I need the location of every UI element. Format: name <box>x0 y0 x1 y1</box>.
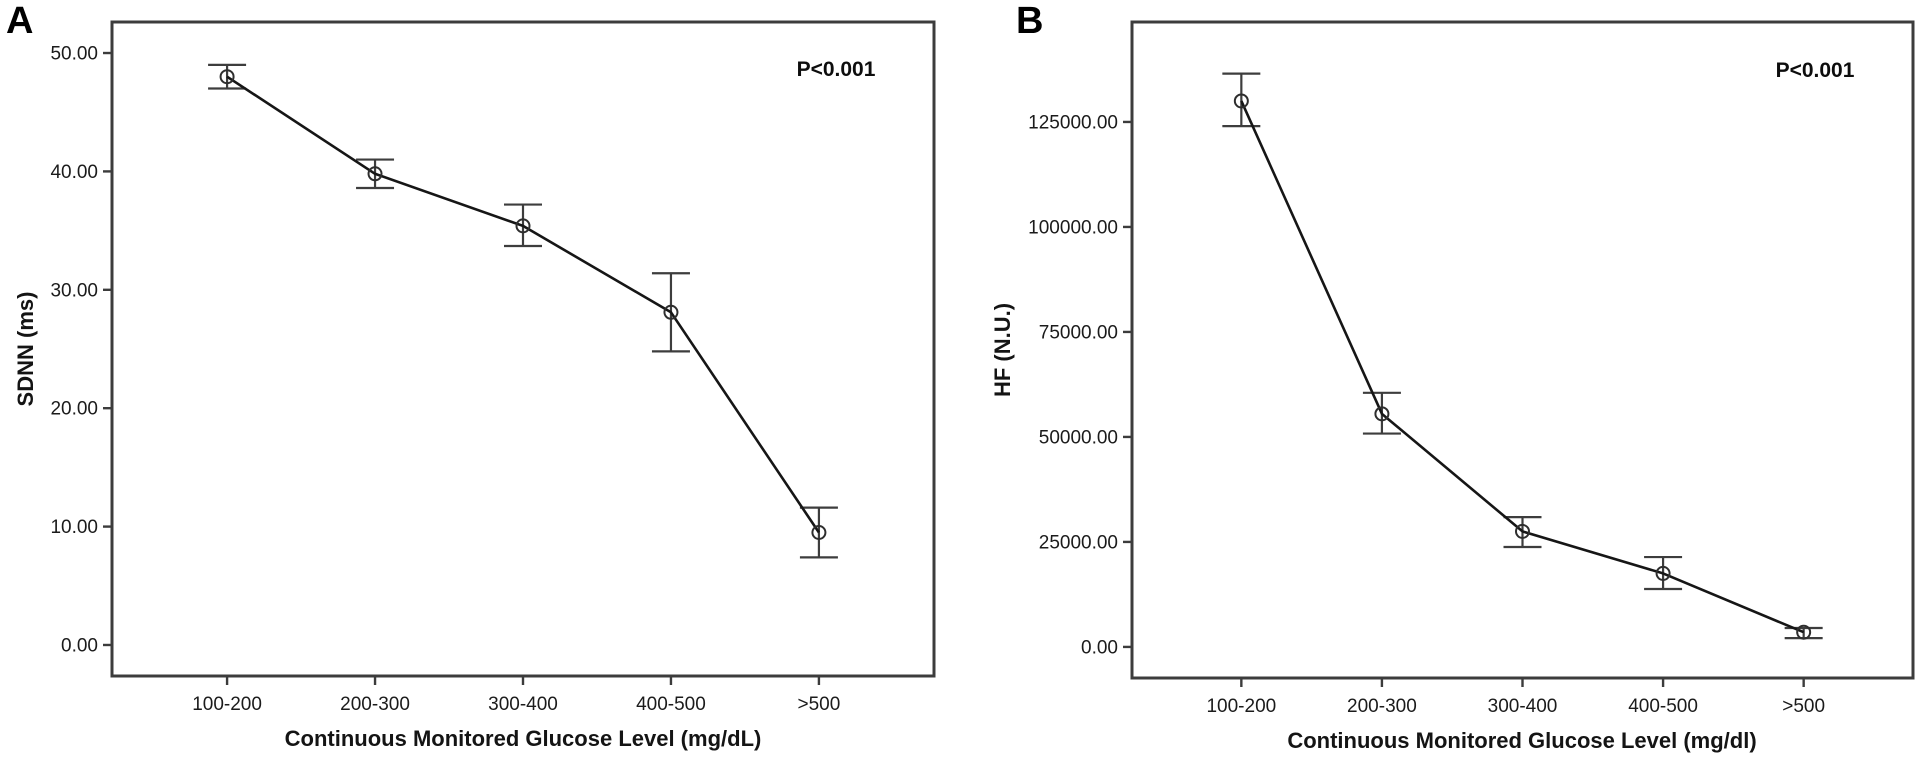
panel-a-chart: 0.00 10.00 20.00 30.00 40.00 50.00 100-200 200-… <box>50 20 936 715</box>
mean-line <box>1240 100 1805 634</box>
x-tick-label: >500 <box>1782 696 1825 717</box>
y-tick-label: 100000.00 <box>1028 217 1118 238</box>
mean-marker <box>367 166 383 182</box>
panel-b-chart: 0.00 25000.00 50000.00 75000.00 100000.00 125… <box>1028 20 1915 717</box>
x-tick-label: 200-300 <box>340 694 410 715</box>
x-tick-label: >500 <box>798 694 841 715</box>
data-markers <box>1233 93 1812 640</box>
y-tick-label: 25000.00 <box>1039 532 1118 553</box>
mean-marker <box>1515 523 1530 539</box>
x-tick-label: 400-500 <box>636 694 706 715</box>
panel-b-x-axis-title: Continuous Monitored Glucose Level (mg/d… <box>1287 728 1757 753</box>
mean-marker <box>663 304 679 320</box>
mean-marker <box>219 69 235 85</box>
mean-line <box>226 75 820 534</box>
x-axis-ticks: 100-200 200-300 300-400 400-500 >500 <box>1206 678 1825 717</box>
panel-b-y-axis-title: HF (N.U.) <box>990 302 1015 398</box>
y-tick-label: 125000.00 <box>1028 112 1118 133</box>
y-tick-label: 30.00 <box>50 280 98 301</box>
mean-marker <box>1374 406 1390 422</box>
y-tick-label: 50.00 <box>50 44 98 65</box>
x-axis-ticks: 100-200 200-300 300-400 400-500 >500 <box>192 676 840 715</box>
mean-marker <box>811 525 827 541</box>
panel-a-x-axis-title: Continuous Monitored Glucose Level (mg/d… <box>284 726 762 751</box>
x-tick-label: 200-300 <box>1347 696 1417 717</box>
panel-a-letter: A <box>6 0 34 42</box>
y-tick-label: 0.00 <box>61 635 98 656</box>
y-axis-ticks: 0.00 25000.00 50000.00 75000.00 100000.00 125… <box>1028 112 1132 658</box>
plot-box <box>110 20 936 678</box>
y-tick-label: 50000.00 <box>1039 427 1118 448</box>
y-axis-ticks: 0.00 10.00 20.00 30.00 40.00 50.00 <box>50 44 112 656</box>
panel-b-p-value: P<0.001 <box>1775 59 1855 82</box>
x-tick-label: 100-200 <box>192 694 262 715</box>
mean-marker <box>1655 565 1671 581</box>
error-bars <box>1222 72 1823 640</box>
panel-a-y-axis-title: SDNN (ms) <box>13 291 38 407</box>
y-tick-label: 20.00 <box>50 399 98 420</box>
mean-marker <box>515 218 531 234</box>
x-tick-label: 300-400 <box>488 694 558 715</box>
panel-b-letter: B <box>1016 0 1044 42</box>
y-tick-label: 75000.00 <box>1039 322 1118 343</box>
x-tick-label: 400-500 <box>1628 696 1698 717</box>
panel-a-p-value: P<0.001 <box>796 58 876 81</box>
mean-marker <box>1233 93 1249 109</box>
x-tick-label: 300-400 <box>1488 696 1558 717</box>
y-tick-label: 40.00 <box>50 162 98 183</box>
y-tick-label: 10.00 <box>50 517 98 538</box>
data-markers <box>219 69 827 541</box>
x-tick-label: 100-200 <box>1206 696 1276 717</box>
y-tick-label: 0.00 <box>1081 637 1118 658</box>
mean-marker <box>1796 624 1812 640</box>
